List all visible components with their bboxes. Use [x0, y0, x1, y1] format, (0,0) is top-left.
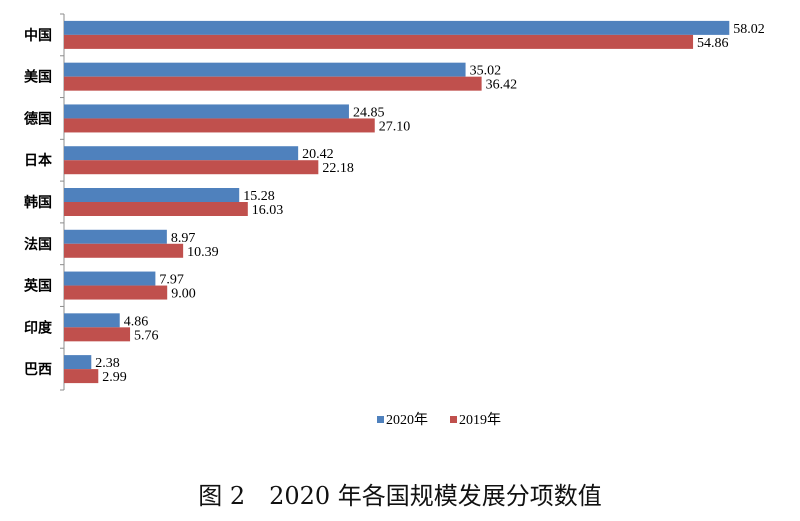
data-label: 7.97 [159, 273, 184, 288]
data-label: 5.76 [134, 328, 159, 343]
data-label: 16.03 [252, 203, 284, 218]
data-label: 9.00 [171, 287, 196, 302]
data-label: 4.86 [124, 314, 149, 329]
bar-series-2019 [64, 118, 375, 133]
legend-label: 2020年 [386, 412, 428, 428]
bar-series-2020 [64, 188, 240, 202]
bar-series-2019 [64, 285, 168, 300]
legend-swatch [377, 416, 384, 423]
bar-series-2019 [64, 327, 131, 342]
bar-series-2020 [64, 104, 349, 119]
legend-label: 2019年 [459, 412, 501, 428]
data-label: 15.28 [243, 189, 275, 204]
bar-series-2020 [64, 229, 167, 244]
bars-layer [64, 20, 730, 384]
category-label: 美国 [24, 69, 52, 86]
category-label: 日本 [24, 152, 53, 169]
axis-layer [60, 13, 65, 391]
bar-series-2019 [64, 202, 248, 216]
bar-series-2020 [64, 20, 730, 35]
category-label: 法国 [24, 236, 52, 253]
data-label: 35.02 [470, 64, 502, 79]
category-label: 德国 [24, 110, 52, 127]
data-label: 54.86 [697, 36, 729, 51]
category-label: 印度 [24, 319, 53, 336]
bar-series-2019 [64, 76, 482, 91]
data-label: 58.02 [733, 22, 765, 37]
bar-series-2020 [64, 355, 92, 370]
data-label: 22.18 [322, 161, 354, 176]
bar-series-2019 [64, 160, 319, 175]
data-label: 10.39 [187, 245, 219, 260]
data-label: 20.42 [302, 147, 334, 162]
data-label: 8.97 [171, 231, 196, 246]
bar-series-2019 [64, 243, 184, 258]
bar-series-2020 [64, 146, 299, 161]
category-label: 中国 [24, 27, 52, 44]
bar-series-2020 [64, 62, 466, 77]
data-label: 2.38 [95, 356, 120, 371]
category-label: 巴西 [24, 362, 52, 378]
category-label: 英国 [23, 278, 52, 295]
data-label: 36.42 [486, 78, 517, 93]
data-label: 2.99 [102, 370, 127, 385]
bar-series-2019 [64, 34, 694, 49]
legend-swatch [450, 416, 457, 423]
bar-series-2020 [64, 271, 156, 286]
legend: 2020年 2019年 [377, 412, 501, 428]
bar-series-2020 [64, 313, 120, 328]
category-label: 韩国 [24, 194, 52, 211]
chart-title: 图 2 2020 年各国规模发展分项数值 [198, 482, 602, 510]
data-label: 27.10 [379, 119, 411, 134]
bar-series-2019 [64, 369, 99, 384]
data-label: 24.85 [353, 105, 385, 120]
